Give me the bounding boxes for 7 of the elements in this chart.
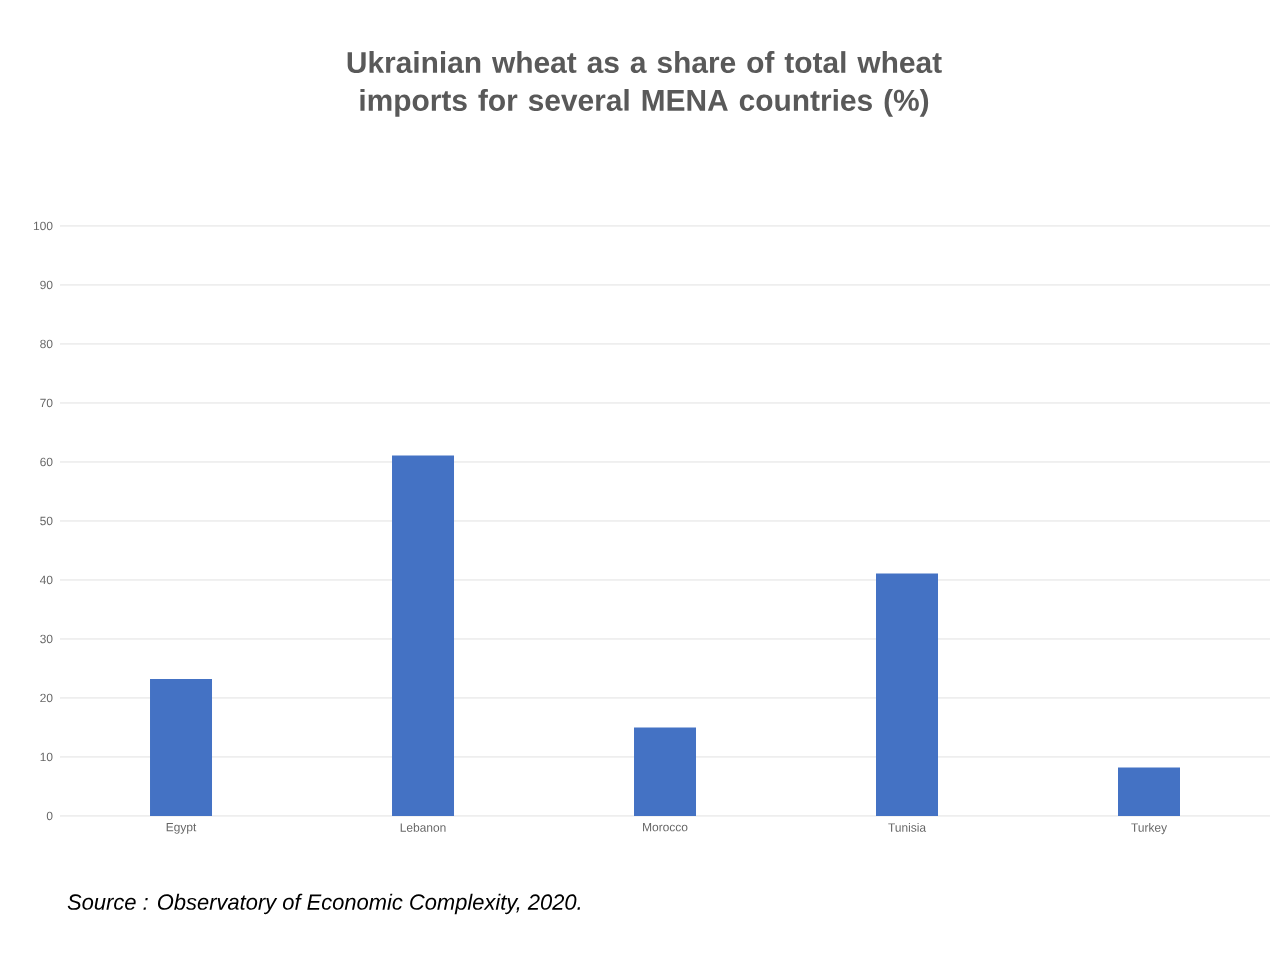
source-note: Source : Observatory of Economic Complexity, 2020. bbox=[67, 893, 580, 915]
bar bbox=[392, 455, 455, 816]
bar bbox=[876, 573, 939, 816]
bar bbox=[1118, 767, 1180, 816]
bar bbox=[634, 727, 697, 816]
bar bbox=[150, 679, 213, 816]
chart-title: Ukrainian wheat as a share of total wheat imports for several MENA countries (%) bbox=[347, 51, 942, 117]
